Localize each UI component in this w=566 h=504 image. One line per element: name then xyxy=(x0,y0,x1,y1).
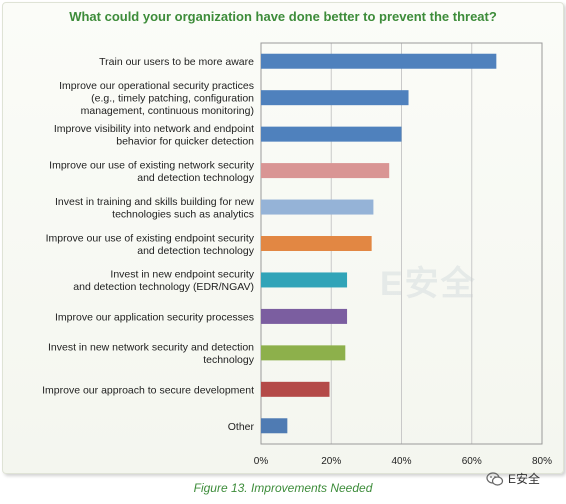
category-label: Improve our use of existing endpoint sec… xyxy=(46,232,255,257)
bar xyxy=(261,345,346,361)
category-label: Other xyxy=(228,421,255,433)
category-label: Train our users to be more aware xyxy=(99,56,254,68)
x-tick-label: 0% xyxy=(254,456,269,467)
wechat-account-name: E安全 xyxy=(508,472,541,486)
category-label: Improve visibility into network and endp… xyxy=(54,123,254,148)
category-label: Improve our approach to secure developme… xyxy=(42,384,254,396)
x-tick-label: 40% xyxy=(391,456,411,467)
bar xyxy=(261,163,390,179)
bar xyxy=(261,418,288,434)
wechat-icon xyxy=(486,471,504,486)
category-label: Improve our application security process… xyxy=(55,311,254,323)
bar xyxy=(261,90,409,106)
bar xyxy=(261,381,330,397)
x-tick-label: 20% xyxy=(321,456,341,467)
wechat-badge: E安全 xyxy=(486,470,540,487)
bar xyxy=(261,199,374,215)
bar xyxy=(261,53,497,69)
bar xyxy=(261,126,402,142)
watermark-logo: E安全 xyxy=(380,265,477,303)
category-label: Invest in training and skills building f… xyxy=(55,196,254,221)
category-label: Improve our use of existing network secu… xyxy=(49,159,255,184)
figure-caption: Figure 13. Improvements Needed xyxy=(193,481,373,495)
bar xyxy=(261,236,372,251)
x-tick-label: 60% xyxy=(462,456,482,467)
chart-title: What could your organization have done b… xyxy=(69,9,497,24)
bar xyxy=(261,272,348,288)
x-tick-label: 80% xyxy=(532,456,552,467)
category-label: Invest in new endpoint security and detec… xyxy=(73,269,254,294)
bar xyxy=(261,308,348,324)
category-label: Invest in new network security and detec… xyxy=(48,342,255,367)
category-label: Improve our operational security practic… xyxy=(59,80,254,117)
